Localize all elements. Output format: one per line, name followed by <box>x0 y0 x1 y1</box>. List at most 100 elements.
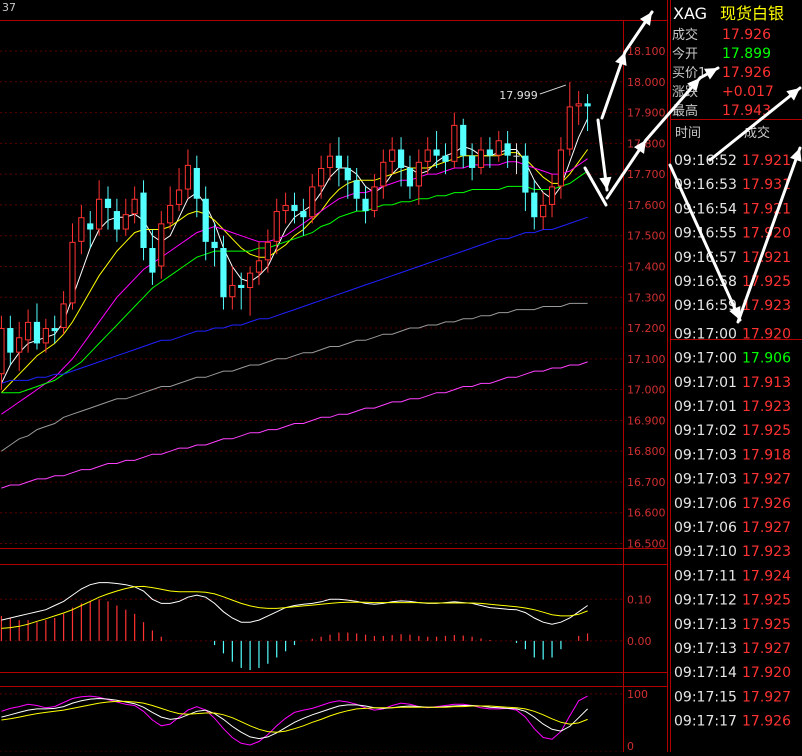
candle-body-up <box>575 103 582 107</box>
candle-body-up <box>273 211 280 242</box>
tick-row: 09:17:13 17.927 <box>674 641 791 657</box>
arrow-stroke <box>583 166 608 207</box>
high-annotation-label: 17.999 <box>499 89 538 102</box>
kdj-panel[interactable]: 100 0 <box>0 688 648 753</box>
candle-body-up <box>424 149 431 162</box>
candle-body-up <box>371 186 378 212</box>
moving-average-line <box>1 170 588 394</box>
candle-body-down <box>531 192 538 218</box>
candle-body-up <box>326 155 334 168</box>
tick-row: 09:17:17 17.926 <box>674 714 791 730</box>
candle-body-down <box>202 198 209 242</box>
tick-time: 09:17:11 <box>674 568 737 584</box>
kdj-line <box>1 697 588 740</box>
moving-average-line <box>1 361 588 489</box>
tick-time: 09:17:15 <box>674 689 737 705</box>
price-tick-label: 16.700 <box>627 476 666 489</box>
arrow-up-5 <box>698 66 720 80</box>
candle-body-up <box>0 328 5 375</box>
candle-body-up <box>131 198 138 215</box>
tick-row: 09:17:06 17.926 <box>674 496 791 512</box>
candle-body-down <box>300 211 307 218</box>
tick-price: 17.921 <box>742 201 791 217</box>
candle-body-up <box>122 214 129 230</box>
tick-row: 09:17:13 17.925 <box>674 617 791 633</box>
tick-row: 09:16:52 17.921 <box>674 153 791 169</box>
tick-row: 09:17:15 17.927 <box>674 689 791 705</box>
macd-panel[interactable]: 0.10 0.00 <box>0 582 652 670</box>
candle-body-down <box>113 211 120 230</box>
macd-histogram <box>0 599 589 670</box>
moving-average-line <box>1 302 588 452</box>
tick-row: 09:17:12 17.925 <box>674 593 791 609</box>
candlestick-panel[interactable]: 18.10018.00017.90017.80017.70017.60017.5… <box>0 45 666 551</box>
tick-row: 09:17:10 17.923 <box>674 544 791 560</box>
tick-row: 09:17:02 17.925 <box>674 423 791 439</box>
quote-value: +0.017 <box>722 84 774 100</box>
candle-body-down <box>397 149 405 168</box>
tick-time: 09:16:52 <box>674 153 737 169</box>
candle-body-down <box>442 155 449 162</box>
candle-body-down <box>238 284 245 289</box>
tick-time: 09:17:17 <box>674 714 737 730</box>
tick-price: 17.920 <box>742 665 791 681</box>
candlesticks <box>0 82 591 390</box>
candle-body-down <box>460 124 467 156</box>
price-axis: 18.10018.00017.90017.80017.70017.60017.5… <box>627 45 666 551</box>
tick-price: 17.927 <box>742 689 791 705</box>
kdj-lines <box>1 695 588 746</box>
tick-time: 09:17:00 <box>674 351 737 367</box>
candle-body-up <box>16 337 23 353</box>
tick-time: 09:17:01 <box>674 375 737 391</box>
candle-body-up <box>167 204 174 224</box>
tick-price: 17.913 <box>742 375 791 391</box>
candle-body-up <box>42 328 49 344</box>
candle-body-down <box>33 321 41 344</box>
candle-body-up <box>175 189 183 205</box>
tick-row: 09:17:00 17.906 <box>674 351 791 367</box>
tick-price: 17.926 <box>742 714 791 730</box>
tick-time: 09:17:13 <box>674 617 737 633</box>
quote-label: 买价1 <box>672 66 706 81</box>
tick-price: 17.921 <box>742 250 791 266</box>
tick-time: 09:16:59 <box>674 298 737 314</box>
arrow-up-3 <box>605 138 648 200</box>
arrow-up-6 <box>708 86 802 162</box>
candle-body-up <box>78 217 85 242</box>
candle-body-down <box>220 248 227 298</box>
candle-body-up <box>380 161 387 187</box>
candle-body-down <box>140 192 147 248</box>
tick-time: 09:17:12 <box>674 593 737 609</box>
tick-time: 09:17:10 <box>674 544 737 560</box>
price-gridlines <box>0 50 623 544</box>
price-tick-label: 17.200 <box>627 322 666 335</box>
candle-body-down <box>104 198 112 208</box>
candle-body-up <box>477 149 485 168</box>
tick-row: 09:17:14 17.920 <box>674 665 791 681</box>
tick-time: 09:17:14 <box>674 665 737 681</box>
tick-time: 09:17:00 <box>674 326 737 342</box>
tick-row: 09:17:11 17.924 <box>674 568 791 584</box>
high-annotation: 17.999 <box>499 84 566 102</box>
price-tick-label: 17.500 <box>627 230 666 243</box>
quote-label: 成交 <box>672 27 698 43</box>
candle-body-down <box>211 241 218 248</box>
candle-body-down <box>584 103 591 107</box>
tick-price: 17.926 <box>742 496 791 512</box>
candle-body-up <box>318 167 325 187</box>
annotation-arrows <box>583 10 802 324</box>
candle-body-down <box>486 149 493 156</box>
candle-body-down <box>291 204 298 212</box>
quote-value: 17.899 <box>722 46 771 62</box>
candle-body-up <box>566 106 573 150</box>
tick-price: 17.927 <box>742 641 791 657</box>
price-tick-label: 18.100 <box>627 45 666 58</box>
price-tick-label: 16.900 <box>627 414 666 427</box>
tick-price: 17.920 <box>742 326 791 342</box>
tick-price: 17.927 <box>742 472 791 488</box>
candle-body-up <box>264 241 271 261</box>
quote-label: 最高 <box>672 103 698 119</box>
tick-row: 09:16:57 17.921 <box>674 250 791 266</box>
